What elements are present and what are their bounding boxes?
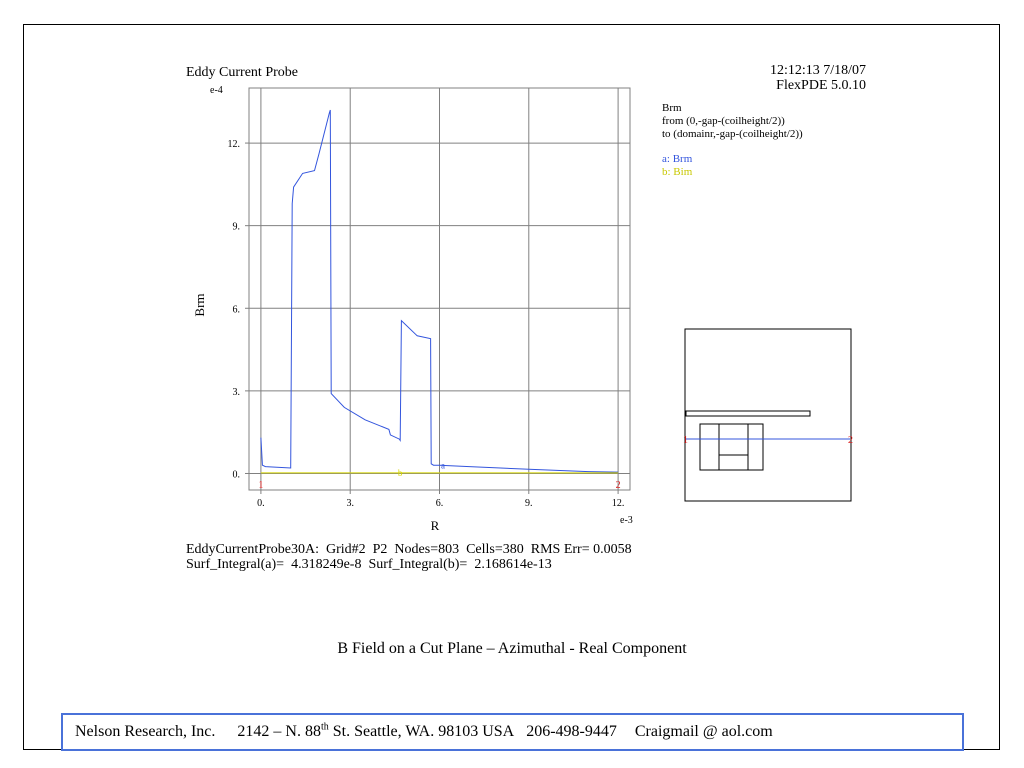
- slide-caption: B Field on a Cut Plane – Azimuthal - Rea…: [337, 640, 687, 657]
- series-layer: [260, 109, 619, 474]
- chart-title: Eddy Current Probe: [186, 65, 298, 80]
- legend-header: Brm: [662, 102, 682, 114]
- y-tick-label: 12.: [228, 139, 241, 150]
- legend-entry-a: a: Brm: [662, 153, 693, 165]
- plate-outline: [685, 410, 811, 417]
- footer-phone: 206-498-9447: [526, 723, 617, 740]
- y-tick-label: 0.: [233, 469, 241, 480]
- grid-lines: [245, 88, 630, 494]
- footer-bar: Nelson Research, Inc. 2142 – N. 88th St. …: [61, 713, 964, 751]
- marker-layer: a b 1 2: [258, 460, 620, 491]
- run-statistics: EddyCurrentProbe30A: Grid#2 P2 Nodes=803…: [186, 542, 632, 572]
- chart-software: FlexPDE 5.0.10: [776, 78, 866, 93]
- stats-line-1: EddyCurrentProbe30A: Grid#2 P2 Nodes=803…: [186, 542, 632, 557]
- x-tick-label: 12.: [612, 498, 625, 509]
- chart-timestamp: 12:12:13 7/18/07: [770, 63, 866, 78]
- x-exponent: e-3: [620, 515, 633, 526]
- x-tick-label: 9.: [525, 498, 533, 509]
- y-tick-label: 3.: [233, 387, 241, 398]
- stats-line-2: Surf_Integral(a)= 4.318249e-8 Surf_Integ…: [186, 557, 552, 572]
- domain-outline: [684, 328, 852, 502]
- line-chart: Eddy Current Probe 12:12:13 7/18/07 Flex…: [186, 63, 866, 533]
- x-tick-label: 0.: [257, 498, 265, 509]
- y-tick-label: 9.: [233, 222, 241, 233]
- y-axis-label: Brm: [192, 293, 207, 316]
- x-tick-label: 6.: [436, 498, 444, 509]
- plot-start-label: 1: [258, 480, 263, 491]
- geometry-inset: 1 2: [683, 328, 853, 502]
- cut-end-label: 2: [848, 435, 853, 446]
- legend-to: to (domainr,-gap-(coilheight/2)): [662, 128, 803, 140]
- x-tick-label: 3.: [346, 498, 354, 509]
- cut-start-label: 1: [683, 435, 688, 446]
- x-axis-label: R: [431, 518, 440, 533]
- y-exponent: e-4: [210, 85, 223, 96]
- legend-from: from (0,-gap-(coilheight/2)): [662, 115, 785, 127]
- legend-entry-b: b: Bim: [662, 166, 693, 178]
- series-marker-a: a: [441, 460, 445, 470]
- tick-labels: 0. 3. 6. 9. 12. 0. 3. 6. 9. 12.: [228, 139, 625, 509]
- coil-outline: [699, 423, 764, 471]
- series-line-a: [260, 109, 619, 473]
- footer-email: Craigmail @ aol.com: [634, 723, 773, 740]
- footer-address: 2142 – N. 88th St. Seattle, WA. 98103 US…: [237, 721, 515, 740]
- footer-company: Nelson Research, Inc.: [75, 723, 216, 740]
- y-tick-label: 6.: [233, 304, 241, 315]
- plot-end-label: 2: [616, 480, 621, 491]
- slide-frame: [23, 24, 1000, 750]
- series-marker-b: b: [398, 468, 403, 478]
